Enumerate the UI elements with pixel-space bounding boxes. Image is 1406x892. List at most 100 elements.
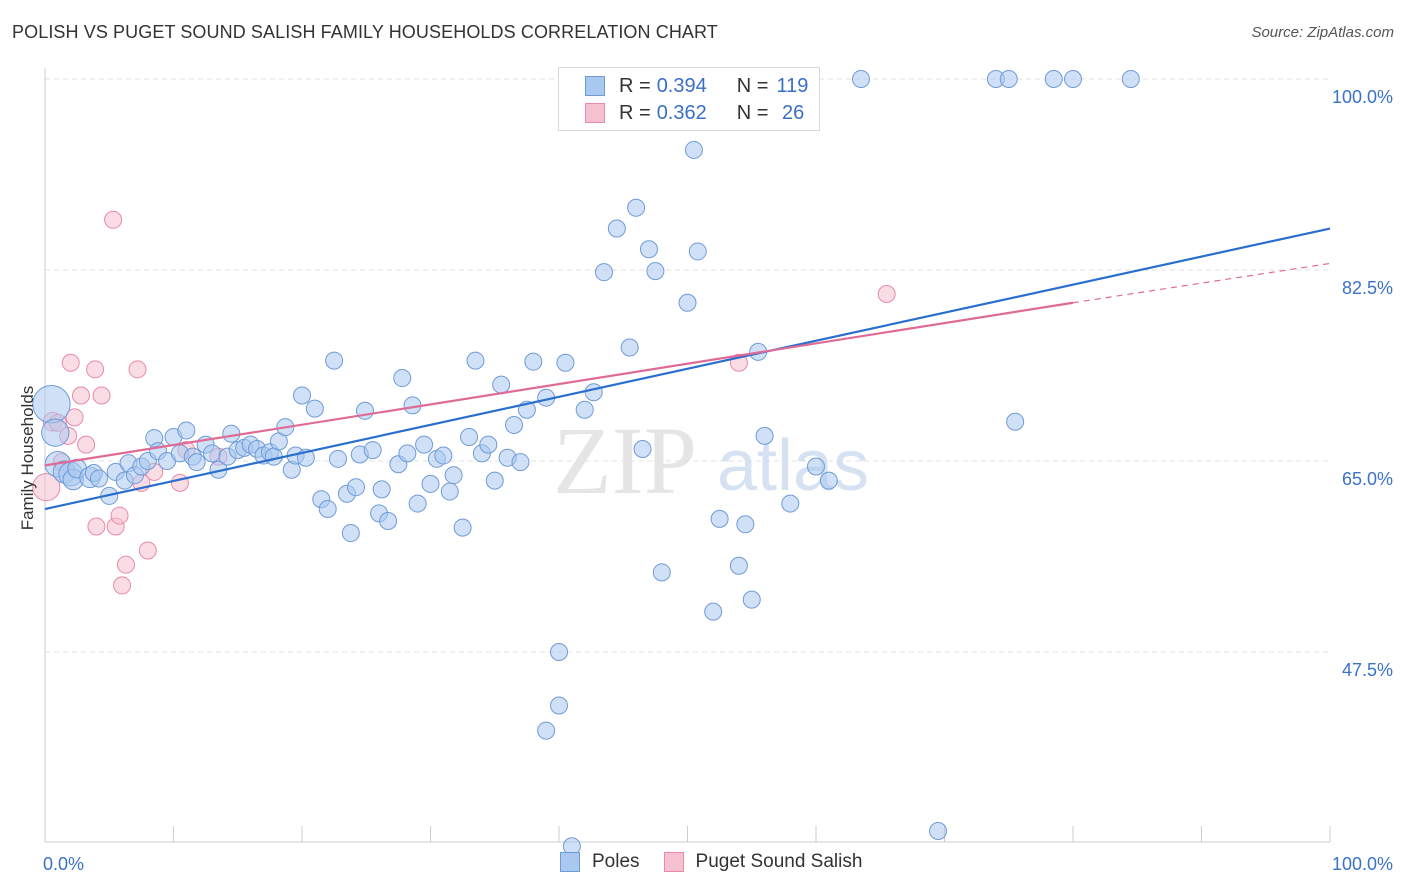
watermark-atlas: atlas <box>717 426 869 506</box>
poles-point <box>203 444 222 463</box>
poles-point <box>293 386 311 405</box>
trend-lines <box>44 227 1331 511</box>
salish-point <box>113 576 132 595</box>
poles-point <box>408 494 427 513</box>
y-tick-label: 100.0% <box>1332 87 1393 107</box>
poles-point <box>1006 412 1025 431</box>
poles-point <box>575 400 594 419</box>
poles-point <box>594 263 613 282</box>
poles-point <box>627 198 646 217</box>
legend-r-label: R = <box>619 74 651 97</box>
poles-point <box>729 556 748 575</box>
poles-point <box>187 453 206 472</box>
poles-point <box>460 427 479 446</box>
poles-point <box>999 70 1018 88</box>
legend-r-value: 0.362 <box>656 101 707 124</box>
poles-point <box>325 351 344 370</box>
poles-point <box>684 140 703 159</box>
poles-point <box>851 70 870 88</box>
salish-point <box>138 541 157 560</box>
salish-point <box>116 555 135 574</box>
poles-trend-line <box>44 227 1331 511</box>
poles-point <box>807 457 825 476</box>
legend-swatch-blue <box>560 852 580 872</box>
poles-point <box>1121 70 1140 88</box>
poles-point <box>524 352 543 371</box>
salish-point <box>86 360 105 379</box>
poles-point <box>652 563 671 582</box>
poles-point <box>639 240 658 259</box>
poles-point <box>607 219 626 238</box>
legend-item-salish: Puget Sound Salish <box>663 851 863 873</box>
poles-points <box>32 70 1140 856</box>
poles-point <box>1064 70 1082 88</box>
poles-point <box>89 469 108 488</box>
correlation-legend: R = 0.394 N = 119 R = 0.362 N = 26 <box>558 67 820 131</box>
y-tick-label: 82.5% <box>1342 278 1393 298</box>
legend-label-salish: Puget Sound Salish <box>695 851 863 872</box>
x-tick-label: 0.0% <box>43 854 84 874</box>
salish-point <box>877 285 896 304</box>
poles-point <box>688 242 707 261</box>
watermark: ZIP atlas <box>553 407 869 514</box>
poles-point <box>444 466 463 485</box>
poles-point <box>492 375 511 394</box>
salish-point <box>87 517 106 536</box>
poles-point <box>222 424 241 443</box>
grid-lines <box>45 78 1330 653</box>
legend-swatch-pink <box>663 852 684 872</box>
poles-point <box>556 353 575 372</box>
poles-point <box>372 480 391 499</box>
salish-point <box>71 386 90 405</box>
chart-title: POLISH VS PUGET SOUND SALISH FAMILY HOUS… <box>12 22 718 42</box>
legend-row-poles: R = 0.394 N = 119 <box>585 74 808 98</box>
poles-point <box>434 446 453 465</box>
poles-point <box>505 415 524 434</box>
poles-point <box>929 821 948 840</box>
poles-point <box>346 478 365 497</box>
salish-point <box>170 473 189 492</box>
poles-point <box>537 721 556 740</box>
legend-label-poles: Poles <box>592 851 640 872</box>
poles-point <box>177 421 196 440</box>
source-label: Source: ZipAtlas.com <box>1251 24 1394 41</box>
poles-point <box>305 399 324 418</box>
poles-point <box>819 471 838 490</box>
poles-point <box>393 369 412 388</box>
legend-n-value: 119 <box>776 74 809 97</box>
legend-row-salish: R = 0.362 N = 26 <box>585 101 804 125</box>
poles-point <box>466 351 485 370</box>
y-tick-label: 65.0% <box>1342 469 1393 489</box>
poles-point <box>363 441 382 460</box>
salish-point <box>128 360 147 379</box>
legend-n-label: N = <box>736 101 769 124</box>
poles-point <box>710 509 729 528</box>
poles-point <box>479 435 498 454</box>
poles-point <box>736 515 755 534</box>
poles-point <box>755 426 774 445</box>
legend-swatch-pink <box>585 103 605 123</box>
poles-point <box>678 293 697 312</box>
legend-n-label: N = <box>736 74 769 97</box>
poles-point <box>742 590 761 609</box>
x-tick-label: 100.0% <box>1332 854 1393 874</box>
axes <box>44 68 1331 843</box>
poles-point <box>41 418 70 447</box>
tick-labels: 47.5% 65.0% 82.5% 100.0% 0.0% 100.0% <box>43 87 1393 874</box>
legend-item-poles: Poles <box>560 851 640 873</box>
salish-trend-extension <box>1072 262 1331 304</box>
poles-point <box>511 453 530 472</box>
salish-point <box>104 210 123 229</box>
poles-point <box>264 447 283 466</box>
poles-point <box>781 494 800 513</box>
y-tick-label: 47.5% <box>1342 660 1393 680</box>
series-legend: Poles Puget Sound Salish <box>560 851 886 873</box>
poles-point <box>328 449 347 468</box>
poles-point <box>633 439 652 458</box>
poles-point <box>704 602 723 621</box>
poles-point <box>341 524 360 543</box>
poles-point <box>398 444 417 463</box>
salish-trend-line <box>44 301 1074 467</box>
legend-r-value: 0.394 <box>656 74 707 97</box>
salish-point <box>65 408 84 427</box>
